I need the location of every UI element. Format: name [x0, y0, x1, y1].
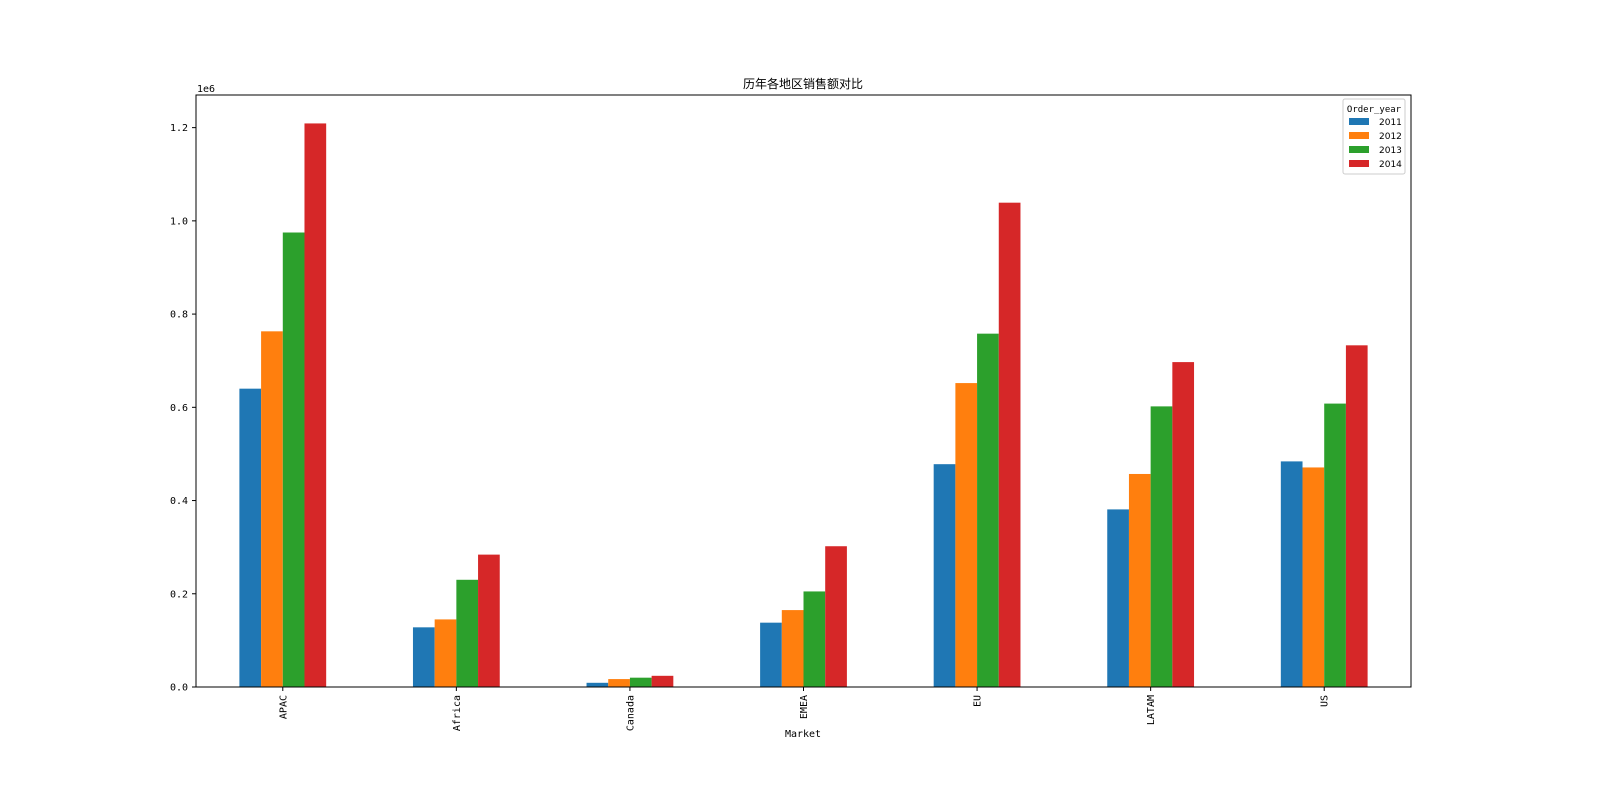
y-tick-label: 0.0: [170, 683, 188, 694]
bar-eu-2013: [977, 333, 999, 687]
bar-apac-2011: [239, 388, 262, 687]
x-tick-label: US: [1320, 695, 1331, 707]
bar-latam-2011: [1107, 509, 1129, 687]
y-tick-label: 0.8: [170, 310, 188, 321]
legend-title: Order_year: [1347, 105, 1402, 115]
bar-apac-2013: [282, 232, 305, 687]
y-tick-label: 0.4: [170, 496, 188, 507]
x-tick-label: EMEA: [799, 695, 810, 719]
bar-apac-2014: [304, 123, 327, 688]
bar-emea-2011: [760, 622, 782, 687]
x-tick-label: APAC: [278, 695, 289, 719]
y-axis: 0.0 0.2 0.4 0.6 0.8 1.0 1.2: [170, 123, 196, 694]
y-tick-label: 1.0: [170, 216, 188, 227]
bar-africa-2014: [478, 554, 500, 687]
bar-eu-2012: [955, 383, 978, 687]
y-tick-label: 0.6: [170, 403, 188, 414]
x-tick-label: LATAM: [1146, 695, 1157, 725]
x-axis-label: Market: [785, 729, 821, 740]
bar-latam-2012: [1128, 473, 1151, 687]
legend-label-2014: 2014: [1379, 160, 1402, 170]
bar-latam-2014: [1172, 362, 1195, 687]
x-tick-label: Canada: [625, 695, 636, 731]
x-tick-label: Africa: [452, 695, 463, 731]
legend-swatch-2013: [1349, 146, 1369, 153]
legend: Order_year 2011 2012 2013 2014: [1342, 98, 1406, 175]
x-tick-label: EU: [973, 695, 984, 707]
bar-us-2011: [1280, 461, 1303, 687]
bar-emea-2013: [803, 591, 826, 687]
y-tick-label: 1.2: [170, 123, 188, 134]
bar-us-2014: [1345, 345, 1368, 687]
y-axis-offset-label: 1e6: [197, 84, 215, 95]
legend-swatch-2014: [1349, 160, 1369, 167]
legend-swatch-2012: [1349, 132, 1369, 139]
legend-swatch-2011: [1349, 118, 1369, 125]
bar-emea-2012: [781, 610, 804, 687]
bar-us-2012: [1302, 467, 1325, 687]
bar-canada-2012: [608, 679, 630, 687]
bar-canada-2014: [651, 675, 674, 687]
bar-eu-2011: [933, 464, 956, 687]
bar-eu-2014: [998, 202, 1021, 687]
bar-us-2013: [1324, 403, 1346, 687]
bar-africa-2011: [412, 627, 435, 687]
bar-africa-2012: [434, 619, 457, 687]
chart-title: 历年各地区销售额对比: [743, 76, 863, 91]
y-tick-label: 0.2: [170, 589, 188, 600]
bar-emea-2014: [825, 546, 847, 687]
legend-label-2013: 2013: [1379, 146, 1402, 156]
x-axis: APAC Africa Canada EMEA EU LATAM US: [278, 687, 1331, 731]
bars-group: [239, 123, 1368, 688]
bar-canada-2013: [629, 677, 652, 687]
bar-africa-2013: [456, 579, 479, 687]
legend-label-2011: 2011: [1379, 118, 1402, 128]
legend-box: [1342, 98, 1406, 175]
bar-latam-2013: [1150, 406, 1173, 687]
legend-label-2012: 2012: [1379, 132, 1402, 142]
bar-canada-2011: [586, 682, 609, 687]
bar-apac-2012: [261, 331, 283, 687]
